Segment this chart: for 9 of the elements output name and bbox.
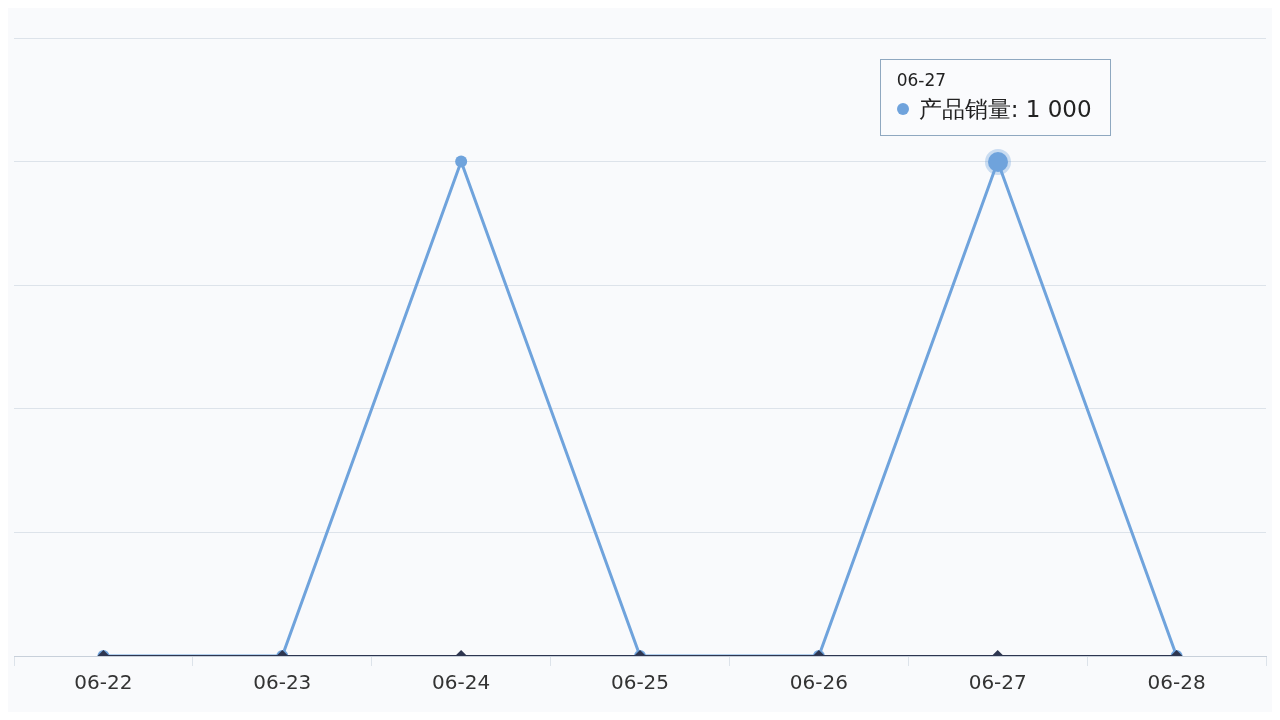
x-tick-label: 06-27 [968,670,1027,695]
x-tick-label: 06-25 [610,670,670,695]
text: 产品销量: 1 000 [918,94,1092,124]
x-tick-label: 06-28 [1147,670,1206,695]
x-tick-label: 06-22 [74,670,133,695]
x-tick-label: 06-23 [253,670,312,695]
x-tick-label: 06-26 [789,670,848,695]
x-tick-label: 06-24 [432,670,491,695]
text: 06-27 [896,69,947,90]
